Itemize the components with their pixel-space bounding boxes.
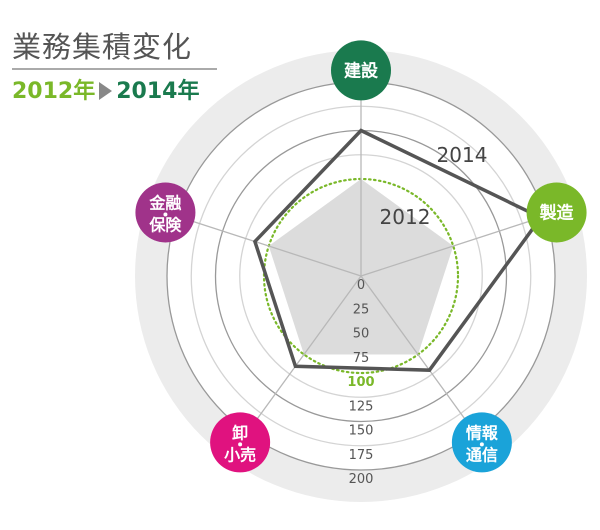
category-label: 建設: [344, 60, 379, 81]
series-label-2014: 2014: [437, 143, 488, 167]
axis-line: [165, 211, 362, 277]
separator-dot: [238, 442, 243, 447]
series-label-2012: 2012: [380, 205, 431, 229]
axis-line: [360, 211, 557, 277]
arrow-right-icon: [99, 82, 113, 100]
category-bubble: 建設: [331, 40, 391, 101]
separator-dot: [163, 212, 168, 217]
category-label: 保険: [148, 215, 182, 234]
tick-label: 175: [349, 448, 374, 463]
category-bubble: 卸小売: [210, 412, 271, 473]
category-label: 金融: [148, 193, 181, 212]
axis-line: [239, 275, 362, 443]
category-label: 小売: [224, 445, 256, 464]
tick-label: 50: [353, 327, 370, 342]
tick-label: 200: [349, 472, 374, 487]
tick-label: 150: [349, 424, 374, 439]
legend: 2012年 2014年: [12, 73, 199, 105]
category-label: 情報: [466, 423, 499, 442]
category-label: 卸: [232, 423, 248, 442]
axis-line: [360, 275, 483, 443]
legend-from-year: 2012年: [12, 79, 96, 104]
legend-to-year: 2014年: [116, 79, 200, 104]
tick-label: 25: [353, 302, 370, 317]
category-bubble: 製造: [526, 182, 587, 243]
tick-label: 0: [357, 278, 365, 293]
category-label: 通信: [466, 445, 498, 464]
title-divider: [12, 68, 217, 70]
tick-label: 125: [349, 399, 374, 414]
chart-title: 業務集積変化: [12, 30, 193, 64]
category-label: 製造: [539, 202, 575, 223]
tick-label: 100: [347, 375, 374, 390]
tick-label: 75: [353, 351, 370, 366]
category-circle: [331, 40, 391, 101]
separator-dot: [479, 442, 484, 447]
series-2014-line: [252, 128, 544, 372]
category-circle: [526, 182, 587, 243]
